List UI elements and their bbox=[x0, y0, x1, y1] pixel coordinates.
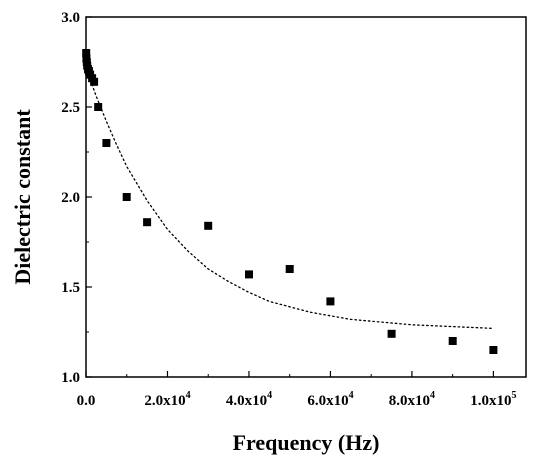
fit-curve-layer bbox=[85, 66, 495, 330]
y-tick-label: 3.0 bbox=[61, 10, 80, 26]
x-tick-label: 1.0x105 bbox=[470, 390, 516, 409]
data-points-layer bbox=[82, 49, 498, 354]
x-tick-label: 8.0x104 bbox=[389, 390, 435, 409]
data-point bbox=[387, 329, 396, 338]
data-point bbox=[90, 77, 99, 86]
data-point bbox=[326, 297, 335, 306]
data-point bbox=[489, 346, 498, 354]
fit-curve bbox=[85, 66, 495, 330]
data-point bbox=[122, 193, 131, 201]
x-tick-label: 2.0x104 bbox=[144, 390, 190, 409]
y-axis-title: Dielectric constant bbox=[10, 109, 35, 285]
data-point bbox=[285, 265, 294, 273]
y-tick-label: 1.5 bbox=[61, 280, 80, 296]
x-tick-label: 4.0x104 bbox=[226, 390, 272, 409]
data-point bbox=[94, 103, 103, 111]
x-tick-label: 6.0x104 bbox=[307, 390, 353, 409]
y-tick-label: 2.5 bbox=[61, 100, 80, 116]
data-point bbox=[245, 270, 253, 279]
x-axis-title: Frequency (Hz) bbox=[233, 430, 380, 455]
data-point bbox=[82, 49, 91, 57]
data-point bbox=[102, 139, 111, 147]
plot-frame bbox=[85, 16, 527, 378]
y-tick-label: 2.0 bbox=[61, 190, 80, 206]
data-point bbox=[448, 337, 457, 345]
x-tick-label: 0.0 bbox=[77, 393, 96, 409]
y-tick-label: 1.0 bbox=[61, 370, 80, 386]
data-point bbox=[143, 218, 152, 227]
y-axis-ticks: 1.0 1.5 2.0 2.5 3.0 bbox=[61, 10, 92, 386]
x-axis-ticks: 0.0 2.0x104 4.0x104 6.0x104 8.0x104 1.0x105 bbox=[77, 371, 517, 409]
data-point bbox=[204, 221, 213, 230]
